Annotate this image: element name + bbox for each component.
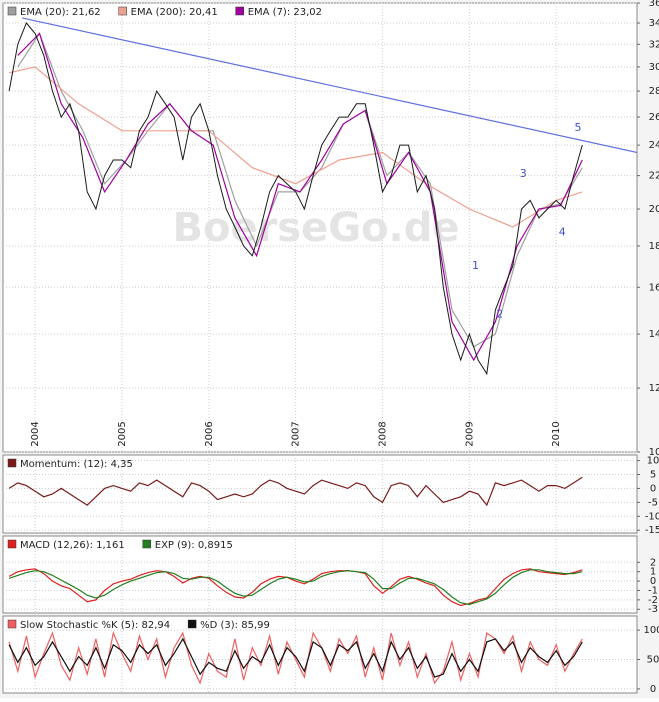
watermark: BoerseGo.de [172, 205, 459, 251]
y-tick-label: 14 [649, 329, 659, 340]
x-tick-label: 2006 [204, 421, 215, 446]
series-line [17, 32, 583, 362]
legend-swatch [235, 6, 244, 16]
annotation: 4 [559, 226, 566, 239]
y-tick-label: 18 [649, 241, 659, 252]
legend-label: Momentum: (12): 4,35 [20, 459, 133, 470]
legend-label: EMA (7): 23,02 [248, 7, 322, 18]
y-tick-label: 0 [650, 684, 656, 695]
legend-swatch [7, 539, 17, 549]
series-line [8, 476, 583, 507]
legend-label: EMA (200): 20,41 [131, 7, 218, 18]
y-tick-label: 36 [649, 0, 659, 9]
y-tick-label: -1 [648, 585, 658, 596]
x-tick-label: 2004 [30, 421, 41, 446]
y-tick-label: 100 [643, 625, 659, 636]
legend-label: EXP (9): 0,8915 [155, 540, 233, 551]
y-tick-label: 22 [649, 171, 659, 182]
legend-swatch [7, 458, 17, 468]
price-line [8, 22, 583, 376]
legend-label: Slow Stochastic %K (5): 82,94 [20, 620, 170, 631]
series-line [8, 630, 583, 685]
panel [2, 2, 638, 453]
y-tick-label: 12 [649, 383, 659, 394]
y-tick-label: -3 [648, 604, 658, 615]
y-tick-label: 32 [649, 39, 659, 50]
y-tick-label: 1 [650, 567, 656, 578]
panel [2, 454, 638, 534]
x-tick-label: 2010 [551, 421, 562, 446]
annotation: 1 [472, 259, 479, 272]
legend-label: %D (3): 85,99 [200, 620, 270, 631]
series-line [8, 637, 583, 678]
series-line [8, 66, 583, 228]
annotation: 2 [496, 308, 503, 321]
y-tick-label: -2 [648, 595, 658, 606]
y-tick-label: 50 [647, 654, 659, 665]
series-line [8, 569, 583, 606]
y-tick-label: 34 [649, 18, 659, 29]
legend-swatch [142, 539, 152, 549]
y-tick-label: -10 [645, 511, 659, 522]
y-tick-label: 28 [649, 86, 659, 97]
legend-swatch [7, 619, 17, 629]
x-tick-label: 2009 [464, 421, 475, 446]
y-tick-label: 10 [649, 447, 659, 458]
legend-swatch [118, 6, 127, 16]
y-tick-label: 26 [649, 112, 659, 123]
legend-swatch [7, 6, 17, 16]
legend-label: MACD (12,26): 1,161 [20, 540, 125, 551]
y-tick-label: 10 [647, 456, 659, 467]
y-tick-label: 0 [650, 483, 656, 494]
y-tick-label: 20 [649, 204, 659, 215]
y-tick-label: -5 [648, 497, 658, 508]
y-tick-label: -15 [645, 525, 659, 536]
x-tick-label: 2008 [378, 421, 389, 446]
annotation: 3 [520, 167, 527, 180]
legend-label: EMA (20): 21,62 [20, 7, 101, 18]
x-tick-label: 2007 [291, 421, 302, 446]
y-tick-label: 2 [650, 557, 656, 568]
x-tick-label: 2005 [117, 421, 128, 446]
y-tick-label: 30 [649, 62, 659, 73]
y-tick-label: 5 [650, 470, 656, 481]
y-tick-label: 24 [649, 140, 659, 151]
y-tick-label: 16 [649, 282, 659, 293]
trendline [21, 17, 638, 154]
series-line [8, 568, 583, 607]
legend-swatch [187, 619, 197, 629]
annotation: 5 [574, 121, 581, 134]
y-tick-label: 0 [650, 576, 656, 587]
